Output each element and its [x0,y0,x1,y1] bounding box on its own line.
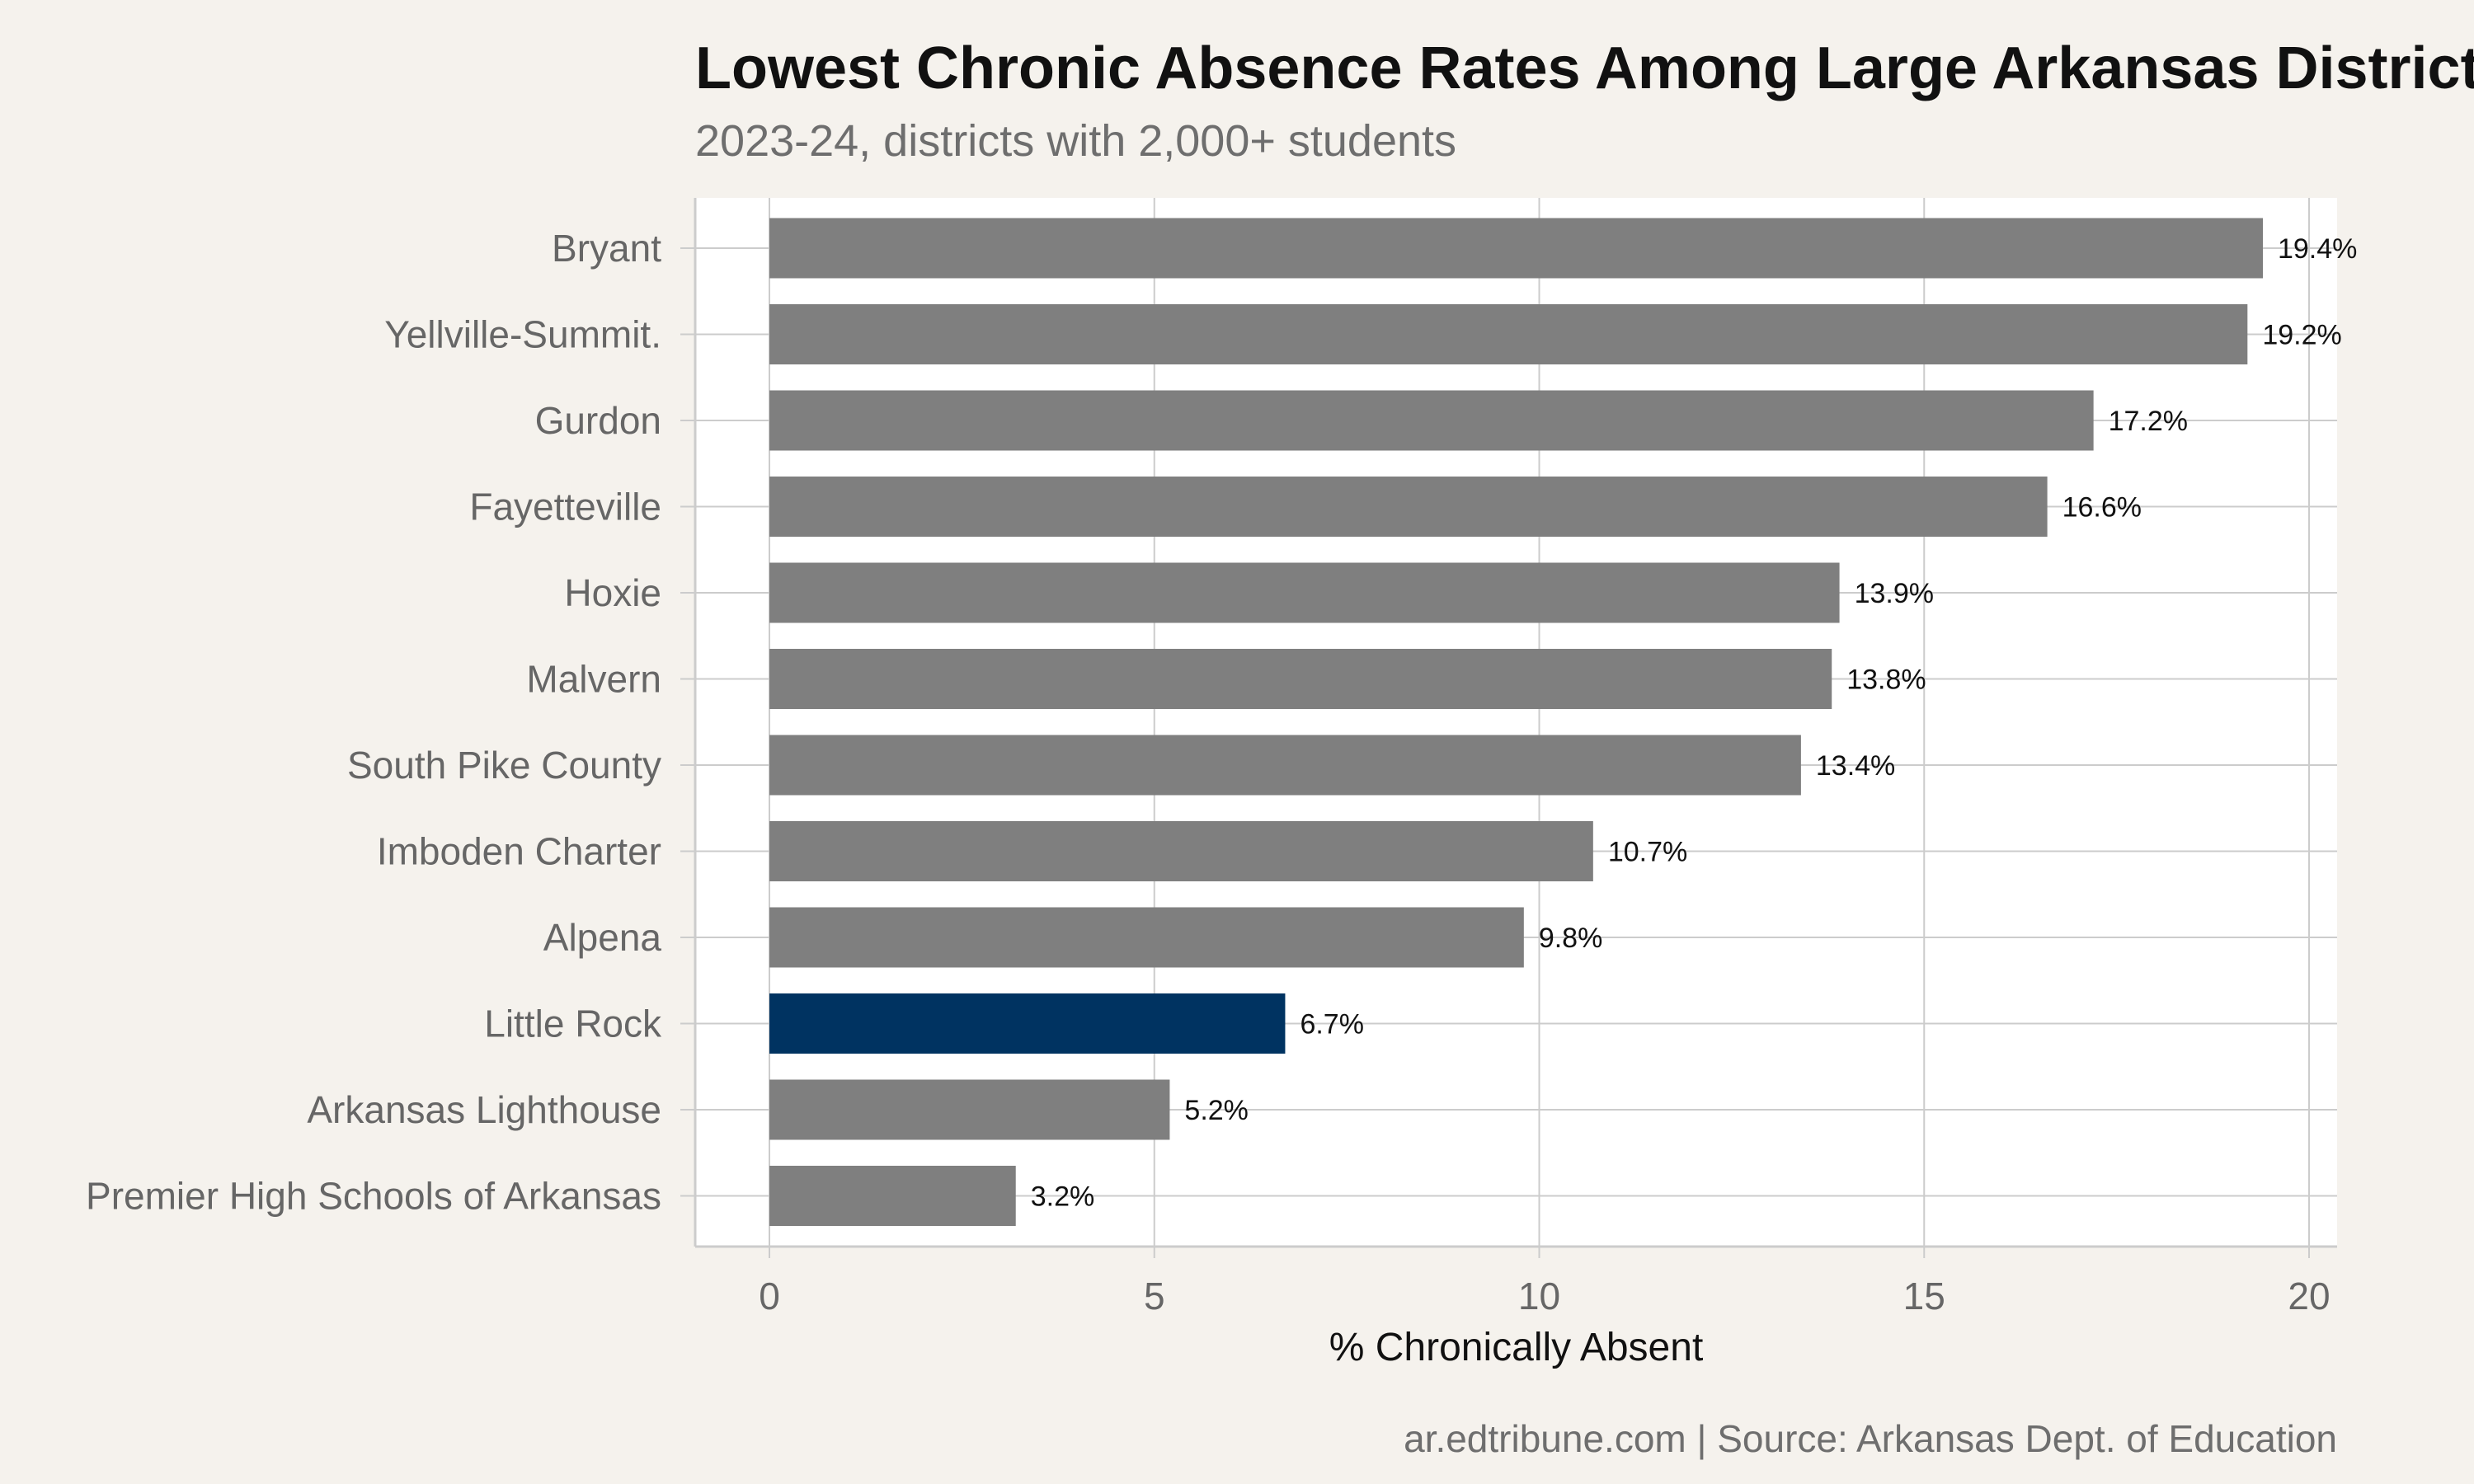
value-label: 19.2% [2262,320,2341,351]
bar [769,1079,1170,1140]
bar [769,649,1832,709]
bar [769,907,1524,968]
value-labels: 19.4% 19.2% 17.2% 16.6% 13.9% 13.8% 13.4% 10.7%… [1031,233,2358,1213]
value-label: 9.8% [1539,923,1603,954]
bar-highlighted [769,993,1286,1054]
bar [769,562,1840,623]
value-label: 13.8% [1846,665,1926,696]
bar [769,821,1593,881]
value-label: 13.4% [1816,750,1895,782]
x-tick-label: 15 [1903,1275,1945,1317]
x-tick-label: 20 [2288,1275,2330,1317]
category-label: Imboden Charter [377,830,661,873]
chart-title: Lowest Chronic Absence Rates Among Large… [695,35,2474,101]
source-caption: ar.edtribune.com | Source: Arkansas Dept… [1404,1417,2337,1460]
category-label: Alpena [543,916,662,959]
category-label: Malvern [526,658,661,701]
x-tick-label: 5 [1144,1275,1165,1317]
bar [769,218,2263,279]
x-axis-title: % Chronically Absent [1329,1326,1704,1369]
category-labels: Bryant Yellville-Summit. Gurdon Fayettevill… [86,227,662,1218]
chart-subtitle: 2023-24, districts with 2,000+ students [695,116,1457,166]
x-tick-label: 0 [759,1275,780,1317]
category-label: Gurdon [535,399,661,442]
value-label: 6.7% [1300,1009,1364,1040]
bars [769,218,2263,1226]
bar [769,735,1801,796]
value-label: 17.2% [2109,406,2188,437]
category-label: Arkansas Lighthouse [307,1088,661,1131]
value-label: 19.4% [2278,233,2357,265]
bar [769,390,2094,451]
category-label: Yellville-Summit. [384,313,661,356]
bar [769,304,2248,364]
category-label: Hoxie [564,571,661,614]
value-label: 13.9% [1855,578,1934,609]
category-label: Bryant [552,227,661,270]
value-label: 10.7% [1608,837,1687,868]
category-label: Premier High Schools of Arkansas [86,1175,661,1218]
value-label: 3.2% [1031,1181,1095,1213]
category-label: Little Rock [484,1003,662,1045]
x-axis-ticks: 0 5 10 15 20 [759,1247,2331,1317]
value-label: 16.6% [2062,492,2142,524]
value-label: 5.2% [1184,1095,1249,1126]
plot-panel [695,198,2337,1247]
bar [769,1166,1016,1226]
category-label: South Pike County [347,744,661,787]
bar [769,477,2048,537]
x-tick-label: 10 [1518,1275,1560,1317]
category-label: Fayetteville [469,486,661,528]
